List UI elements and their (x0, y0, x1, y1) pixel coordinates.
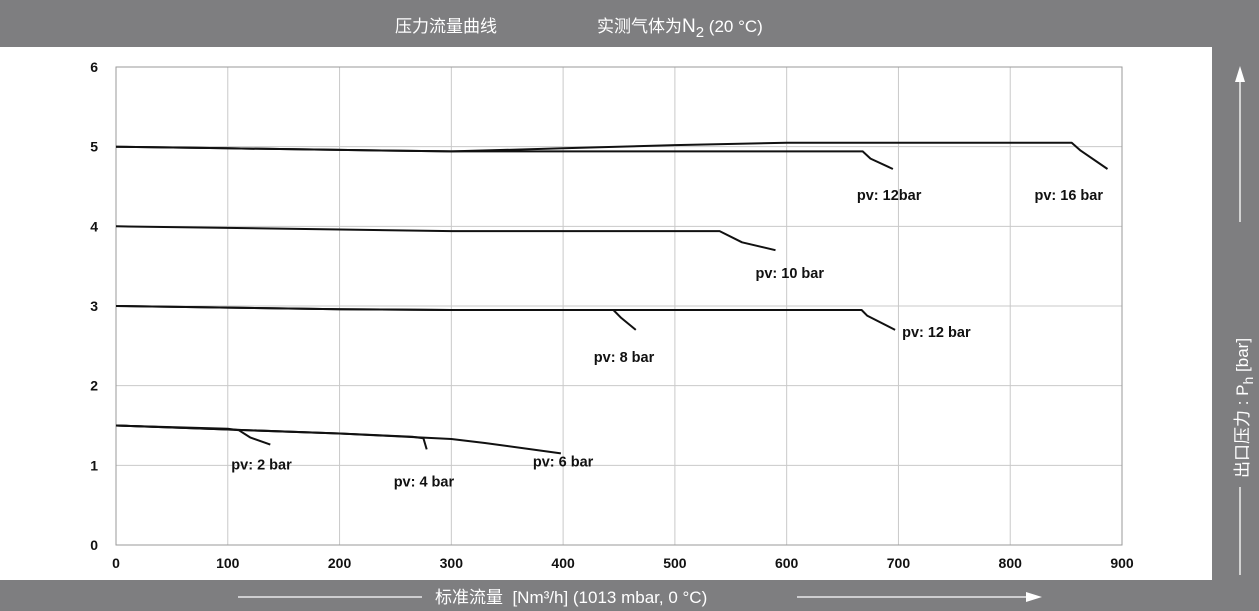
curve-labels: pv: 2 bar pv: 4 bar pv: 6 bar pv: 8 bar pv: … (231, 188, 1103, 490)
x-tick-label: 0 (112, 555, 120, 571)
x-tick-label: 200 (328, 555, 352, 571)
y-tick-label: 1 (90, 457, 98, 473)
y-axis-label-main: 出口压力 : P (1233, 384, 1252, 478)
x-tick-label: 500 (663, 555, 687, 571)
x-tick-label: 700 (887, 555, 911, 571)
x-tick-label: 400 (551, 555, 575, 571)
curve-label-2: pv: 4 bar (394, 474, 455, 490)
x-tick-label: 100 (216, 555, 240, 571)
y-tick-label: 0 (90, 537, 98, 553)
series-line-2 (115, 424, 428, 450)
curve-label-8: pv: 16 bar (1035, 188, 1104, 204)
series-line-8 (115, 141, 1109, 170)
tick-labels: 0 100 200 300 400 500 600 700 800 900 0 1 2 3 4 5 6 (90, 59, 1134, 571)
y-axis-label: 出口压力 : Ph [bar] (1233, 338, 1256, 478)
gas-subscript: 2 (695, 24, 705, 41)
y-axis-label-sub: h (1240, 377, 1256, 385)
series-line-3 (115, 424, 562, 455)
y-axis-caption-band (1212, 47, 1259, 580)
chart-header-band: 压力流量曲线 实测气体为N2 (20 °C) (0, 0, 1259, 47)
subtitle-suffix: (20 °C) (704, 17, 763, 36)
axis-captions: 标准流量 [Nm³/h] (1013 mbar, 0 °C) 出口压力 : Ph… (238, 66, 1256, 607)
y-axis-label-unit: [bar] (1233, 338, 1252, 377)
x-tick-label: 800 (999, 555, 1023, 571)
gas-symbol: N (682, 16, 696, 37)
y-tick-label: 3 (90, 298, 98, 314)
curve-label-6: pv: 10 bar (756, 266, 825, 282)
curve-label-4: pv: 8 bar (594, 350, 655, 366)
y-tick-label: 5 (90, 139, 98, 155)
x-tick-label: 300 (440, 555, 464, 571)
subtitle-prefix: 实测气体为 (597, 17, 682, 36)
chart-title: 压力流量曲线 (395, 17, 497, 36)
curve-label-1: pv: 2 bar (231, 458, 292, 474)
x-axis-arrowhead (1026, 592, 1042, 602)
curve-label-5: pv: 12 bar (902, 325, 971, 341)
chart-subtitle: 实测气体为N2 (20 °C) (597, 12, 763, 41)
x-axis-label: 标准流量 [Nm³/h] (1013 mbar, 0 °C) (435, 588, 707, 607)
curve-label-7: pv: 12bar (857, 188, 922, 204)
y-tick-label: 6 (90, 59, 98, 75)
pressure-flow-chart: 0 100 200 300 400 500 600 700 800 900 0 1 2 3 4 5 6 pv: … (90, 59, 1256, 607)
y-tick-label: 4 (90, 218, 98, 234)
x-axis-caption-band (0, 580, 1259, 611)
series-curves (115, 141, 1109, 455)
curve-label-3: pv: 6 bar (533, 454, 594, 470)
x-tick-label: 600 (775, 555, 799, 571)
x-tick-label: 900 (1110, 555, 1134, 571)
series-line-6 (115, 225, 776, 252)
grid-lines (115, 66, 1123, 546)
y-tick-label: 2 (90, 378, 98, 394)
series-line-5 (115, 305, 896, 331)
y-axis-arrowhead (1235, 66, 1245, 82)
